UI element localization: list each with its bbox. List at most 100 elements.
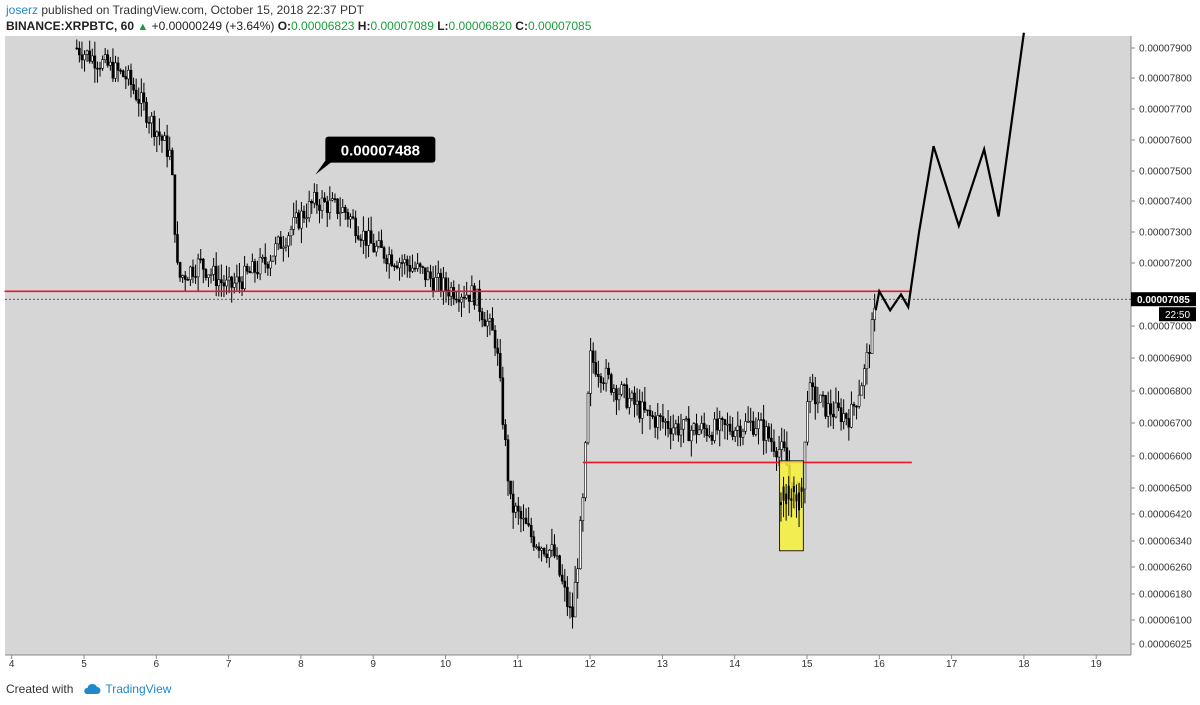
candle-body xyxy=(209,273,213,276)
candle-body xyxy=(253,261,257,273)
candle-body xyxy=(238,276,241,283)
candle-body xyxy=(475,288,479,306)
candle-body xyxy=(266,263,270,269)
projected-price-path[interactable] xyxy=(874,32,1025,313)
candle-body xyxy=(602,382,605,384)
candle-body xyxy=(635,400,639,405)
candle-body xyxy=(398,262,401,269)
candle-body xyxy=(380,240,383,248)
tradingview-link[interactable]: TradingView xyxy=(105,682,172,696)
candle-body xyxy=(759,419,763,421)
candle-body xyxy=(537,546,541,551)
x-tick-label: 15 xyxy=(801,659,813,670)
candle-body xyxy=(140,92,143,104)
candle-body xyxy=(245,265,249,272)
candle-body xyxy=(442,277,445,292)
candle-body xyxy=(868,351,871,354)
x-tick-label: 12 xyxy=(585,659,597,670)
candle-body xyxy=(772,441,776,452)
candle-body xyxy=(114,62,117,79)
candle-body xyxy=(289,228,293,237)
candle-body xyxy=(584,442,587,499)
candle-body xyxy=(664,421,667,423)
candle-body xyxy=(535,546,538,549)
candle-body xyxy=(648,410,652,416)
publish-info: joserz published on TradingView.com, Oct… xyxy=(6,3,364,17)
candle-body xyxy=(811,382,814,388)
candle-body xyxy=(821,394,825,397)
candle-body xyxy=(393,265,396,268)
candle-body xyxy=(695,423,698,435)
symbol-label[interactable]: BINANCE:XRPBTC, 60 xyxy=(6,19,135,33)
candle-body xyxy=(434,277,437,292)
candle-body xyxy=(591,350,595,363)
candle-body xyxy=(382,247,386,259)
candle-body xyxy=(519,510,523,519)
footer: Created with TradingView xyxy=(6,682,171,696)
candle-body xyxy=(785,493,788,505)
candle-body xyxy=(452,287,456,300)
x-tick-label: 10 xyxy=(440,659,452,670)
tradingview-cloud-icon xyxy=(84,683,101,694)
candle-body xyxy=(85,50,89,55)
candle-body xyxy=(372,243,376,253)
candle-body xyxy=(527,523,530,526)
y-tick-label: 0.00006260 xyxy=(1139,563,1192,574)
candle-body xyxy=(214,265,218,287)
candle-body xyxy=(256,271,259,275)
last-price-marker: 0.00007085 22:50 xyxy=(5,292,1196,322)
candle-body xyxy=(813,386,817,405)
candle-body xyxy=(826,403,830,417)
candle-body xyxy=(421,266,425,268)
candle-body xyxy=(145,101,148,123)
candle-body xyxy=(408,265,412,272)
candle-body xyxy=(792,486,795,493)
candle-body xyxy=(333,198,337,200)
candle-body xyxy=(622,384,626,387)
candle-body xyxy=(599,376,603,383)
candle-body xyxy=(780,441,783,450)
candle-body xyxy=(248,271,252,274)
last-price-tag xyxy=(1131,292,1196,307)
candle-body xyxy=(597,373,600,377)
candle-body xyxy=(150,115,153,124)
candle-body xyxy=(764,426,768,441)
candle-body xyxy=(411,267,414,272)
candle-body xyxy=(302,210,306,219)
candle-body xyxy=(483,319,487,327)
candle-body xyxy=(155,131,159,137)
candle-body xyxy=(127,69,130,80)
candle-body xyxy=(679,428,683,436)
candle-body xyxy=(320,197,324,211)
plot-area[interactable] xyxy=(5,36,1131,655)
candle-series xyxy=(75,39,876,629)
y-tick-label: 0.00006100 xyxy=(1139,616,1192,627)
candle-body xyxy=(540,548,543,551)
candle-body xyxy=(550,544,554,551)
candle-body xyxy=(832,413,835,418)
candle-body xyxy=(816,401,820,405)
candle-body xyxy=(656,415,660,428)
candle-body xyxy=(116,62,120,71)
candle-body xyxy=(387,254,391,265)
candle-body xyxy=(692,423,696,431)
candle-body xyxy=(354,217,357,237)
candle-body xyxy=(511,493,515,513)
candle-body xyxy=(83,54,86,61)
author-link[interactable]: joserz xyxy=(6,3,39,17)
candle-body xyxy=(230,276,233,288)
candle-body xyxy=(677,423,680,436)
candle-body xyxy=(620,384,623,395)
candle-body xyxy=(728,423,732,432)
candle-body xyxy=(844,413,848,419)
candle-body xyxy=(697,429,701,435)
candle-body xyxy=(493,329,497,349)
candle-body xyxy=(736,425,740,431)
y-tick-label: 0.00006600 xyxy=(1139,452,1192,463)
callout-box[interactable] xyxy=(325,136,436,163)
candle-body xyxy=(617,393,621,401)
callout-text: 0.00007488 xyxy=(341,143,420,160)
countdown-value: 22:50 xyxy=(1165,310,1190,321)
candle-body xyxy=(168,149,172,157)
